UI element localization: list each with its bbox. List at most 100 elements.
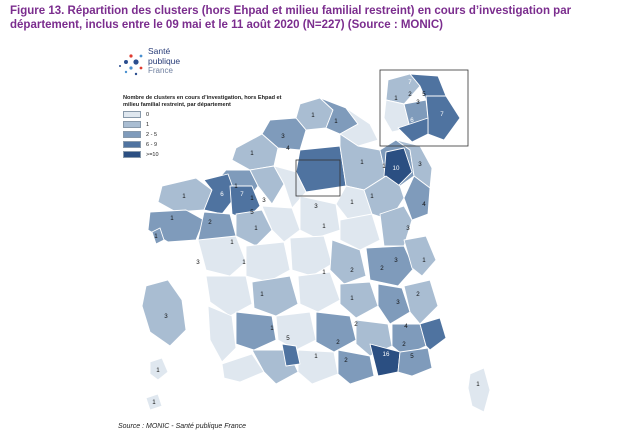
dept-region	[221, 353, 265, 383]
figure-title: Figure 13. Répartition des clusters (hor…	[10, 5, 572, 31]
inset-value: 5	[422, 91, 426, 98]
dept-region	[365, 245, 415, 287]
dept-region	[339, 281, 379, 319]
dept-value: 1	[170, 215, 174, 222]
dept-value: 3	[418, 161, 422, 168]
inset-value: 7	[440, 111, 444, 118]
legend-item: 2 - 5	[123, 130, 283, 139]
dept-region	[403, 235, 437, 277]
dept-value: 3	[314, 203, 318, 210]
legend-label: >=10	[146, 151, 159, 158]
logo-line-3: France	[148, 66, 173, 75]
inset-region	[385, 73, 421, 105]
idf-inset-frame	[379, 69, 469, 147]
dept-region	[377, 283, 411, 325]
dept-value: 3	[394, 257, 398, 264]
dept-value: 1	[322, 223, 326, 230]
dept-value: 1	[154, 233, 158, 240]
dept-value: 1	[182, 193, 186, 200]
dept-region	[403, 175, 431, 221]
legend-item: 1	[123, 120, 283, 129]
dept-value: 1	[250, 195, 254, 202]
dept-value: 5	[250, 209, 254, 216]
legend-label: 0	[146, 111, 150, 118]
dept-value: 4	[286, 145, 290, 152]
dept-region-overseas	[145, 393, 163, 411]
dept-region	[295, 145, 347, 193]
dept-value: 5	[410, 353, 414, 360]
dept-region	[251, 275, 299, 317]
dept-region	[297, 349, 339, 385]
dept-region	[207, 305, 237, 363]
dept-region-corsica	[467, 367, 491, 413]
dept-value: 10	[393, 165, 400, 172]
inset-region	[425, 95, 461, 141]
dept-region	[281, 343, 301, 367]
logo-line-2: publique	[148, 55, 181, 66]
dept-value: 5	[286, 335, 290, 342]
dept-value: 7	[240, 191, 244, 198]
inset-value: 1	[394, 95, 398, 102]
dept-region	[397, 347, 433, 377]
dept-value: 2	[416, 291, 420, 298]
dept-value: 3	[196, 259, 200, 266]
dept-region	[235, 209, 273, 247]
legend-item: 6 - 9	[123, 140, 283, 149]
dept-value: 1	[322, 269, 326, 276]
dept-region	[245, 241, 291, 283]
dept-value: 1	[242, 259, 246, 266]
dept-value: 3	[262, 197, 266, 204]
dept-value: 2	[380, 265, 384, 272]
dept-region	[273, 165, 307, 209]
dept-value: 4	[404, 323, 408, 330]
dept-value: 2	[402, 341, 406, 348]
legend-swatch	[123, 151, 141, 158]
source-note: Source : MONIC - Santé publique France	[118, 423, 247, 430]
dept-region	[339, 213, 381, 251]
dept-region-overseas	[149, 357, 169, 381]
inset-value: 2	[408, 91, 412, 98]
dept-value: 1	[350, 295, 354, 302]
legend-swatch	[123, 111, 141, 118]
dept-value: 2	[344, 357, 348, 364]
dept-region-overseas	[151, 227, 165, 245]
dept-value: 1	[270, 325, 274, 332]
dept-region	[249, 165, 285, 205]
legend-label: 2 - 5	[146, 131, 158, 138]
legend-item: 0	[123, 110, 283, 119]
dept-value: 1	[370, 193, 374, 200]
dept-value: 6	[220, 191, 224, 198]
dept-region	[315, 311, 357, 353]
legend-item: >=10	[123, 150, 283, 159]
dept-value: 2	[350, 267, 354, 274]
dept-value: 16	[383, 351, 390, 358]
dept-region	[329, 239, 367, 285]
dept-value: 1	[254, 225, 258, 232]
logo-text: Santé publique France	[148, 46, 181, 76]
inset-value: 6	[410, 117, 414, 124]
map-legend: Nombre de clusters en cours d’investigat…	[123, 95, 283, 159]
dept-value: 1	[311, 112, 315, 119]
dept-region-overseas	[141, 279, 187, 347]
dept-value: 1	[360, 159, 364, 166]
dept-value: 1	[250, 150, 254, 157]
logo-line-1: Santé	[148, 46, 171, 56]
dept-region	[205, 275, 253, 317]
dept-value: 1	[422, 257, 426, 264]
legend-label: 6 - 9	[146, 141, 158, 148]
dept-value: 1	[156, 367, 160, 374]
dept-region	[261, 205, 301, 243]
dept-value: 1	[234, 183, 238, 190]
dept-region	[379, 205, 413, 247]
dept-value: 3	[281, 133, 285, 140]
dept-value: 1	[260, 291, 264, 298]
dept-region	[297, 271, 341, 313]
legend-swatch	[123, 141, 141, 148]
idf-zoom-box	[295, 159, 341, 197]
dept-region	[403, 279, 439, 325]
dept-value: 3	[406, 225, 410, 232]
dept-value: 1	[350, 199, 354, 206]
dept-value: 1	[152, 399, 156, 406]
inset-value: 7	[408, 79, 412, 86]
dept-value: 1	[314, 353, 318, 360]
